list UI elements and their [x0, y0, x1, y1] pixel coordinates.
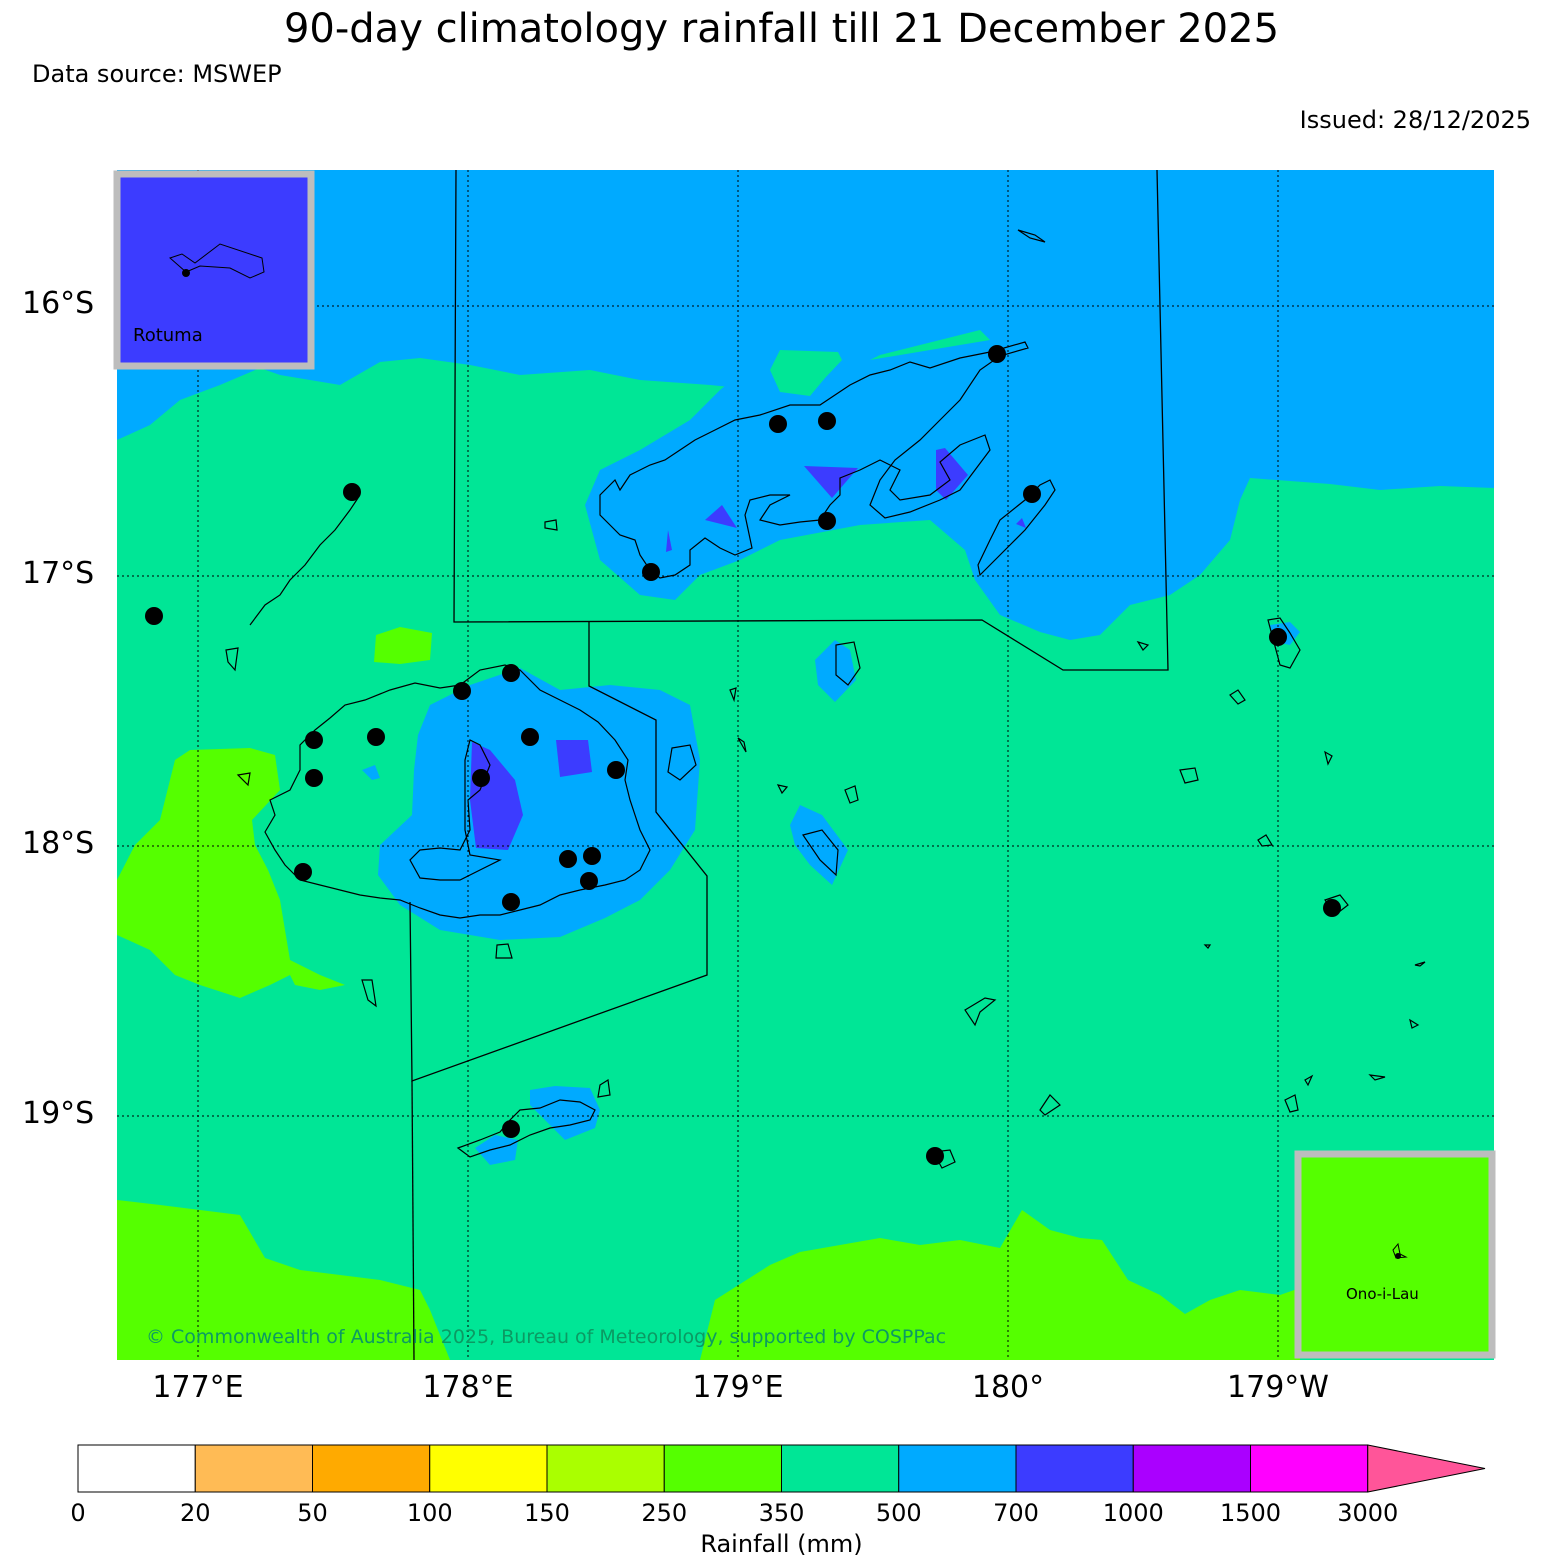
colorbar-extend-arrow [1367, 1444, 1486, 1493]
rain-band-700-1000-north [804, 466, 858, 498]
colorbar-segment [781, 1444, 900, 1493]
colorbar-tick-label: 20 [179, 1499, 211, 1527]
lon-label-178e: 178°E [422, 1370, 514, 1405]
colorbar-segment [429, 1444, 548, 1493]
station-markers [145, 345, 1341, 1165]
rotuma-label: Rotuma [133, 325, 203, 346]
lat-label-16s: 16°S [22, 286, 95, 321]
colorbar-tick-label: 50 [297, 1499, 328, 1527]
colorbar-tick-label: 150 [524, 1499, 570, 1527]
lat-label-17s: 17°S [22, 556, 95, 591]
lon-label-179e: 179°E [692, 1370, 784, 1405]
colorbar-segment [312, 1444, 431, 1493]
colorbar-segment [1132, 1444, 1251, 1493]
colorbar-tick-label: 0 [70, 1499, 86, 1527]
ono-i-lau-label: Ono-i-Lau [1346, 1285, 1419, 1303]
colorbar-tick-label: 100 [406, 1499, 453, 1527]
rain-band-250-350-west [117, 748, 345, 998]
lat-label-18s: 18°S [22, 826, 95, 861]
colorbar-segment [194, 1444, 313, 1493]
lat-label-19s: 19°S [22, 1096, 95, 1131]
colorbar-tick-label: 1000 [1102, 1499, 1164, 1527]
division-boundaries [409, 169, 1169, 1361]
ono-i-lau-inset: Ono-i-Lau [1294, 1150, 1496, 1359]
colorbar-segment [1250, 1444, 1369, 1493]
rain-band-250-350-south [117, 1200, 450, 1360]
copyright-notice: © Commonwealth of Australia 2025, Bureau… [146, 1326, 947, 1348]
issued-date-label: Issued: 28/12/2025 [1299, 106, 1531, 134]
colorbar-tick-label: 350 [758, 1499, 805, 1527]
colorbar-tick-label: 700 [993, 1499, 1039, 1527]
data-source-label: Data source: MSWEP [32, 60, 282, 88]
rain-band-500-700-vitilevu [378, 668, 700, 940]
colorbar-segment [898, 1444, 1017, 1493]
rotuma-inset: Rotuma [113, 170, 315, 370]
map-title: 90-day climatology rainfall till 21 Dece… [283, 6, 1280, 52]
colorbar-segment [663, 1444, 782, 1493]
coastlines [225, 229, 1426, 1169]
colorbar-segment [1015, 1444, 1134, 1493]
colorbar-tick-label: 3000 [1337, 1499, 1399, 1527]
grid-lines [117, 170, 1494, 1360]
colorbar-title: Rainfall (mm) [700, 1530, 863, 1558]
colorbar-segment [546, 1444, 665, 1493]
colorbar-segment [77, 1444, 196, 1493]
colorbar-tick-label: 500 [875, 1499, 922, 1527]
lon-label-177e: 177°E [152, 1370, 244, 1405]
colorbar [77, 1444, 1486, 1493]
colorbar-tick-label: 250 [641, 1499, 688, 1527]
rainfall-field [117, 170, 1494, 1360]
lon-label-180: 180° [971, 1370, 1045, 1405]
lon-label-179w: 179°W [1227, 1370, 1329, 1405]
colorbar-tick-label: 1500 [1219, 1499, 1282, 1527]
